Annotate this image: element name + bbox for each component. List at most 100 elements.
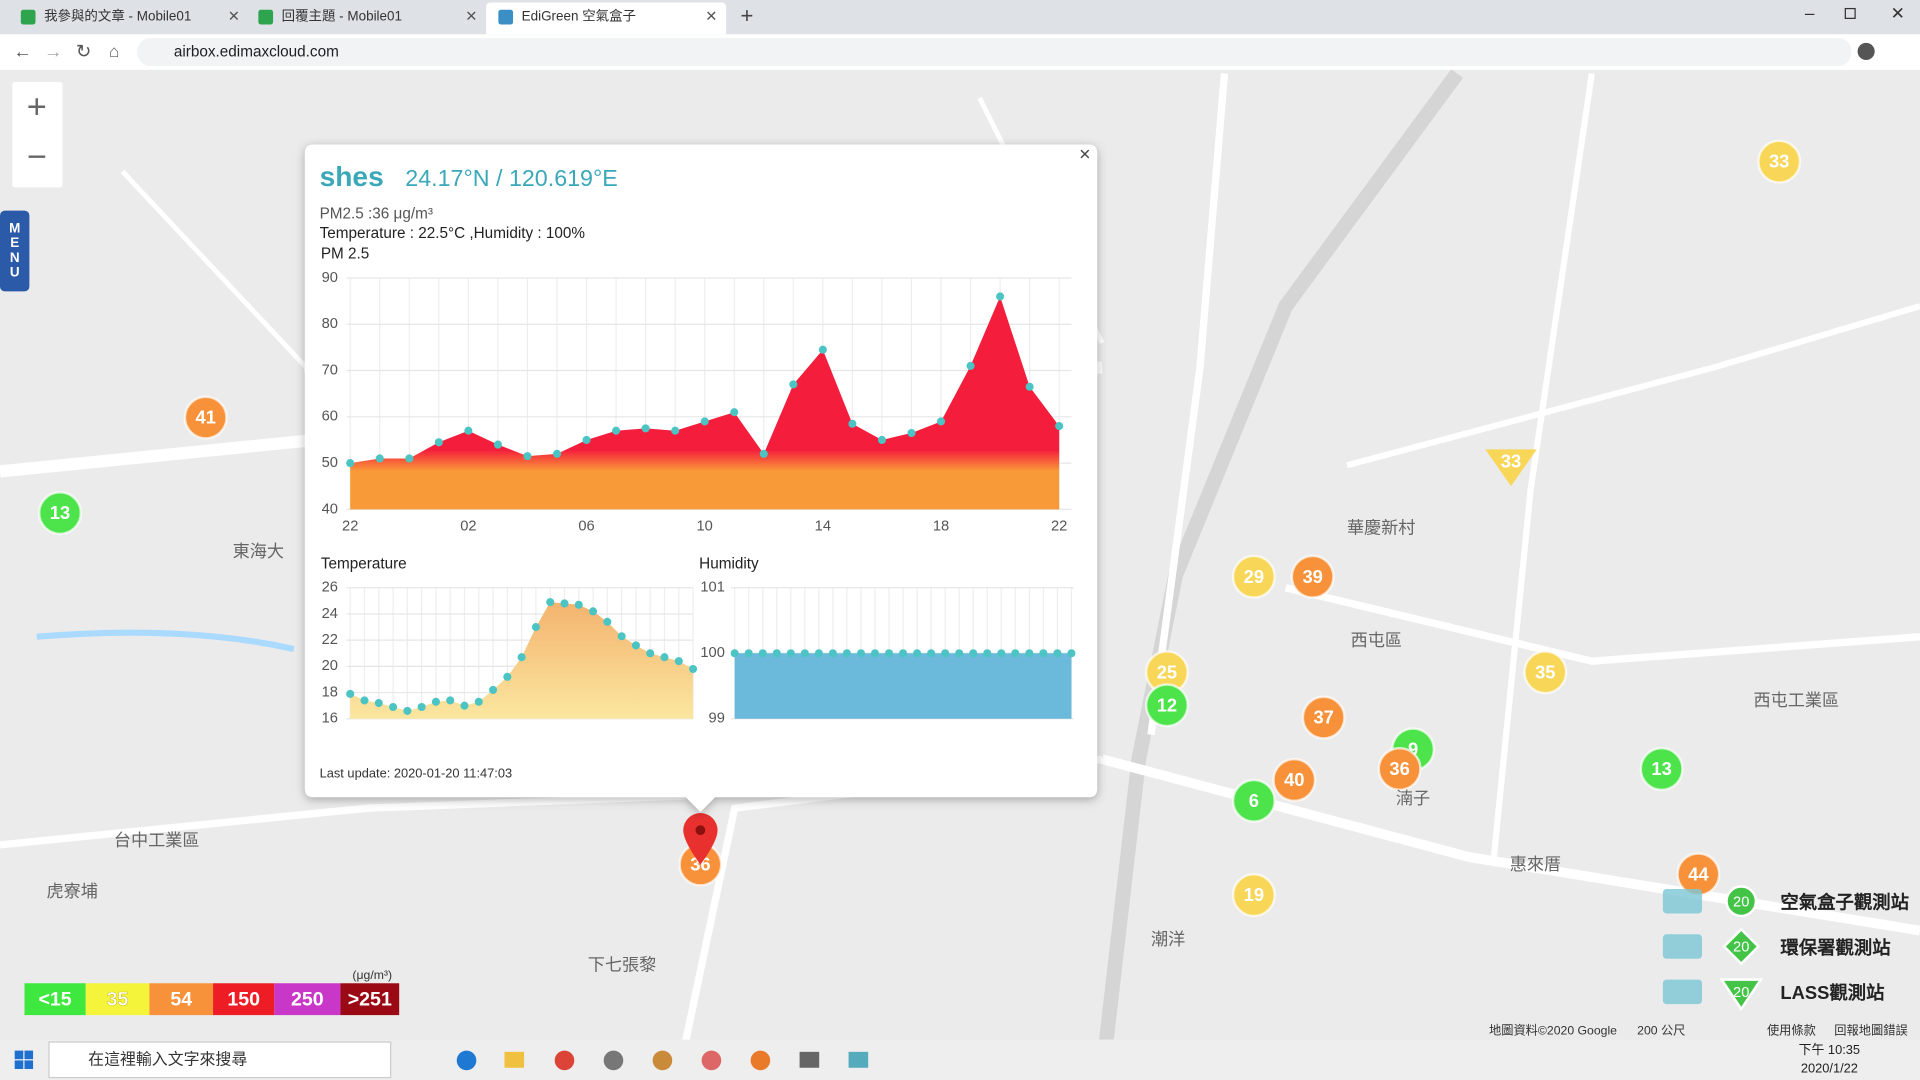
map-label: 下七張黎 — [588, 955, 657, 975]
search-box[interactable] — [48, 1041, 392, 1079]
attribution-item: 地圖資料©2020 Google — [1489, 1023, 1617, 1037]
data-point — [907, 428, 916, 438]
menu-button[interactable] — [0, 210, 30, 292]
data-point — [759, 449, 768, 458]
station-count: 20 — [1733, 894, 1749, 910]
data-point — [899, 649, 908, 658]
home[interactable]: ⌂ — [109, 41, 119, 61]
profile[interactable] — [1857, 42, 1875, 60]
data-point — [913, 649, 922, 658]
y-tick-label: 70 — [322, 362, 338, 378]
marker-value: 29 — [1244, 566, 1264, 587]
data-point — [546, 598, 555, 607]
y-tick-label: 18 — [322, 684, 338, 700]
marker-value: 35 — [1535, 661, 1555, 682]
scale-cell — [85, 983, 150, 1016]
y-tick-label: 26 — [322, 580, 338, 596]
maximize[interactable] — [1844, 7, 1856, 19]
marker-shape — [1377, 746, 1422, 792]
data-point — [464, 426, 473, 435]
y-tick-label: 22 — [322, 632, 338, 648]
marker-value: 9 — [1408, 738, 1418, 759]
data-point — [489, 685, 498, 694]
tabs: 我參與的文章 - Mobile01 ✕ 回覆主題 - Mobile01 ✕ EdiGre… — [20, 8, 718, 25]
data-point — [870, 649, 880, 658]
zoom-in[interactable]: + — [27, 88, 47, 126]
marker-value: 12 — [1157, 694, 1177, 715]
data-point — [936, 417, 946, 426]
back[interactable]: ← — [13, 40, 31, 61]
station-label: LASS觀測站 — [1780, 982, 1884, 1003]
data-point — [730, 408, 739, 417]
station-coords: 24.17°N / 120.619°E — [405, 165, 618, 191]
scale-cell — [149, 983, 214, 1016]
scale-cell — [213, 983, 275, 1016]
y-tick-label: 99 — [709, 711, 725, 727]
tab-icon — [498, 9, 514, 25]
station-title: shes — [320, 161, 384, 192]
start-button[interactable] — [14, 1050, 34, 1069]
reload[interactable]: ↻ — [76, 40, 91, 61]
map-label: 西屯工業區 — [1753, 690, 1839, 710]
marker-shape — [1301, 695, 1346, 740]
data-point — [1067, 649, 1076, 658]
map-label: 東海大 — [233, 541, 284, 561]
chart-title: PM 2.5 — [321, 246, 369, 263]
data-point — [375, 454, 384, 463]
data-point — [955, 649, 964, 658]
map-label: 華慶新村 — [1347, 518, 1416, 538]
data-point — [360, 696, 369, 705]
station-count: 20 — [1733, 940, 1749, 956]
data-point — [1039, 649, 1048, 658]
data-point — [848, 419, 857, 428]
new-tab[interactable]: + — [741, 3, 754, 28]
marker-value: 19 — [1244, 884, 1264, 905]
y-tick-label: 40 — [322, 501, 338, 517]
station-legend: 20 空氣盒子觀測站 20 環保署觀測站 20 LASS觀測站 — [1662, 885, 1909, 1012]
station-label: 空氣盒子觀測站 — [1780, 892, 1909, 913]
y-tick-label: 101 — [700, 580, 725, 596]
data-point — [1025, 649, 1034, 658]
minimize[interactable]: – — [1805, 3, 1815, 23]
data-point — [612, 426, 621, 435]
y-tick-label: 80 — [322, 316, 338, 332]
scale-cell — [274, 983, 341, 1016]
data-point — [660, 653, 669, 662]
data-point — [582, 435, 591, 444]
marker-shape — [1231, 778, 1276, 823]
attribution-item: 使用條款 — [1767, 1022, 1816, 1037]
data-point — [884, 649, 894, 658]
scale-label: 150 — [227, 989, 260, 1011]
tab-title: 我參與的文章 - Mobile01 — [44, 8, 191, 24]
pin-dot — [695, 825, 706, 836]
marker-value: 41 — [196, 407, 216, 428]
station-icon — [1662, 979, 1703, 1005]
data-point — [431, 697, 440, 706]
tab-title: EdiGreen 空氣盒子 — [522, 8, 636, 24]
zoom-out[interactable]: − — [27, 138, 47, 176]
url: airbox.edimaxcloud.com — [174, 44, 339, 61]
data-point — [434, 438, 443, 447]
tab-close: ✕ — [228, 9, 240, 25]
marker-shape — [1231, 873, 1276, 918]
data-point — [474, 697, 483, 706]
marker-value: 25 — [1157, 661, 1177, 682]
data-point — [996, 292, 1005, 301]
omnibox[interactable] — [137, 37, 1852, 67]
marker-shape — [37, 491, 83, 536]
data-point — [589, 607, 598, 616]
scale-unit: (μg/m³) — [352, 968, 392, 982]
data-point — [877, 435, 886, 444]
data-point — [842, 649, 851, 658]
data-point — [814, 649, 823, 658]
close-window[interactable]: ✕ — [1891, 3, 1905, 23]
station-count: 20 — [1733, 985, 1749, 1001]
data-point — [603, 617, 612, 626]
active-tab[interactable] — [486, 2, 727, 35]
data-point — [983, 649, 992, 658]
forward[interactable]: → — [44, 40, 62, 61]
y-tick-label: 60 — [322, 409, 338, 425]
attribution: 地圖資料©2020 Google 200 公尺 使用條款 回報地圖錯誤 — [1489, 1022, 1908, 1037]
data-point — [689, 664, 698, 674]
close-button[interactable]: × — [1079, 144, 1090, 166]
